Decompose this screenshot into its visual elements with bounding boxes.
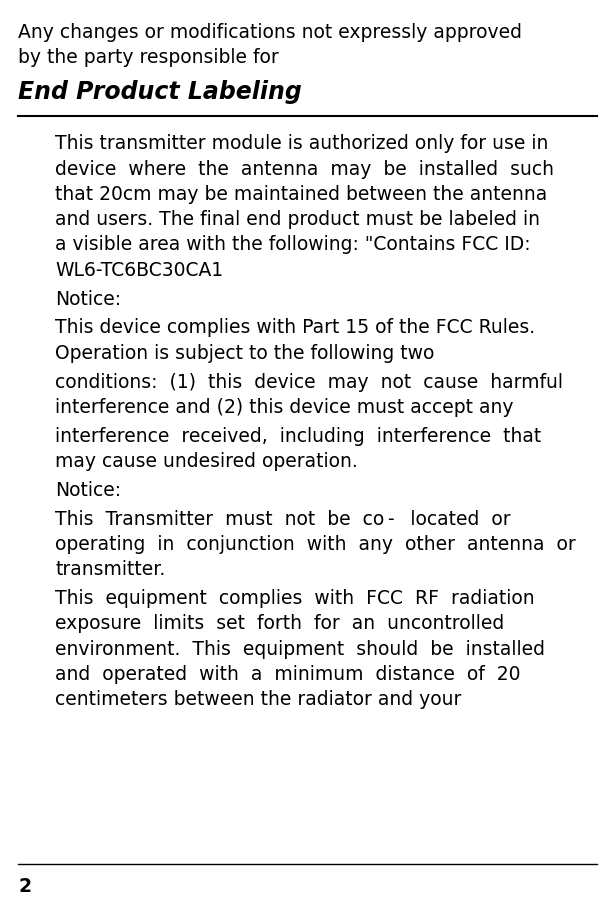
Text: Notice:: Notice:: [55, 481, 122, 500]
Text: WL6-TC6BC30CA1: WL6-TC6BC30CA1: [55, 261, 224, 280]
Text: This  equipment  complies  with  FCC  RF  radiation: This equipment complies with FCC RF radi…: [55, 589, 535, 608]
Text: device  where  the  antenna  may  be  installed  such: device where the antenna may be installe…: [55, 160, 554, 179]
Text: interference  received,  including  interference  that: interference received, including interfe…: [55, 427, 542, 446]
Text: This transmitter module is authorized only for use in: This transmitter module is authorized on…: [55, 134, 549, 153]
Text: and  operated  with  a  minimum  distance  of  20: and operated with a minimum distance of …: [55, 665, 521, 684]
Text: 2: 2: [18, 877, 31, 896]
Text: interference and (2) this device must accept any: interference and (2) this device must ac…: [55, 398, 514, 417]
Text: conditions:  (1)  this  device  may  not  cause  harmful: conditions: (1) this device may not caus…: [55, 373, 563, 391]
Text: and users. The final end product must be labeled in: and users. The final end product must be…: [55, 210, 541, 229]
Text: may cause undesired operation.: may cause undesired operation.: [55, 452, 358, 471]
Text: Notice:: Notice:: [55, 290, 122, 308]
Text: environment.  This  equipment  should  be  installed: environment. This equipment should be in…: [55, 640, 546, 658]
Text: by the party responsible for: by the party responsible for: [18, 48, 279, 67]
Text: transmitter.: transmitter.: [55, 560, 165, 579]
Text: a visible area with the following: "Contains FCC ID:: a visible area with the following: "Cont…: [55, 235, 531, 254]
Text: centimeters between the radiator and your: centimeters between the radiator and you…: [55, 690, 462, 709]
Text: operating  in  conjunction  with  any  other  antenna  or: operating in conjunction with any other …: [55, 535, 576, 554]
Text: exposure  limits  set  forth  for  an  uncontrolled: exposure limits set forth for an uncontr…: [55, 614, 504, 633]
Text: Operation is subject to the following two: Operation is subject to the following tw…: [55, 344, 435, 363]
Text: Any changes or modifications not expressly approved: Any changes or modifications not express…: [18, 23, 523, 41]
Text: that 20cm may be maintained between the antenna: that 20cm may be maintained between the …: [55, 185, 547, 204]
Text: End Product Labeling: End Product Labeling: [18, 80, 302, 105]
Text: This  Transmitter  must  not  be  co -   located  or: This Transmitter must not be co - locate…: [55, 510, 511, 529]
Text: This device complies with Part 15 of the FCC Rules.: This device complies with Part 15 of the…: [55, 318, 536, 337]
